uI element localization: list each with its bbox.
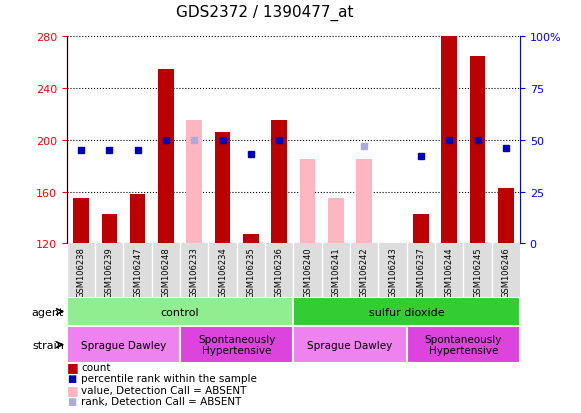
Bar xyxy=(102,214,117,244)
Bar xyxy=(180,326,293,363)
Text: control: control xyxy=(161,307,199,317)
Bar xyxy=(158,69,174,244)
Bar xyxy=(215,133,231,244)
Text: GSM106247: GSM106247 xyxy=(133,246,142,297)
Bar xyxy=(271,121,287,244)
Bar xyxy=(243,235,259,244)
Text: GSM106234: GSM106234 xyxy=(218,246,227,297)
Text: Sprague Dawley: Sprague Dawley xyxy=(307,340,393,350)
Text: sulfur dioxide: sulfur dioxide xyxy=(369,307,444,317)
Bar xyxy=(130,195,145,244)
Text: GSM106241: GSM106241 xyxy=(331,246,340,297)
Bar xyxy=(442,37,457,244)
Text: percentile rank within the sample: percentile rank within the sample xyxy=(81,373,257,383)
Text: GSM106235: GSM106235 xyxy=(246,246,256,297)
Text: GSM106242: GSM106242 xyxy=(360,246,369,297)
Bar xyxy=(67,326,180,363)
Text: GSM106244: GSM106244 xyxy=(444,246,454,297)
Text: GDS2372 / 1390477_at: GDS2372 / 1390477_at xyxy=(175,5,353,21)
Bar xyxy=(293,326,407,363)
Text: ■: ■ xyxy=(67,373,76,383)
Text: rank, Detection Call = ABSENT: rank, Detection Call = ABSENT xyxy=(81,396,242,406)
Bar xyxy=(187,121,202,244)
Bar xyxy=(300,160,315,244)
Text: GSM106245: GSM106245 xyxy=(473,246,482,297)
Bar xyxy=(413,214,429,244)
Text: GSM106240: GSM106240 xyxy=(303,246,312,297)
Bar xyxy=(407,326,520,363)
Text: agent: agent xyxy=(31,307,64,317)
Text: GSM106238: GSM106238 xyxy=(77,246,85,297)
Text: Spontaneously
Hypertensive: Spontaneously Hypertensive xyxy=(425,334,502,356)
Text: value, Detection Call = ABSENT: value, Detection Call = ABSENT xyxy=(81,385,247,395)
Bar xyxy=(293,297,520,326)
Text: strain: strain xyxy=(32,340,64,350)
Bar xyxy=(73,199,89,244)
Text: GSM106248: GSM106248 xyxy=(162,246,170,297)
Text: GSM106237: GSM106237 xyxy=(417,246,425,297)
Bar xyxy=(67,297,293,326)
Text: count: count xyxy=(81,362,111,372)
Text: GSM106233: GSM106233 xyxy=(190,246,199,297)
Text: GSM106243: GSM106243 xyxy=(388,246,397,297)
Text: Spontaneously
Hypertensive: Spontaneously Hypertensive xyxy=(198,334,275,356)
Text: ■: ■ xyxy=(67,360,78,373)
Bar xyxy=(328,199,344,244)
Bar xyxy=(356,160,372,244)
Bar xyxy=(469,57,485,244)
Text: ■: ■ xyxy=(67,383,78,396)
Text: ■: ■ xyxy=(67,396,76,406)
Text: Sprague Dawley: Sprague Dawley xyxy=(81,340,166,350)
Text: GSM106246: GSM106246 xyxy=(501,246,510,297)
Text: GSM106239: GSM106239 xyxy=(105,246,114,297)
Bar xyxy=(498,188,514,244)
Text: GSM106236: GSM106236 xyxy=(275,246,284,297)
